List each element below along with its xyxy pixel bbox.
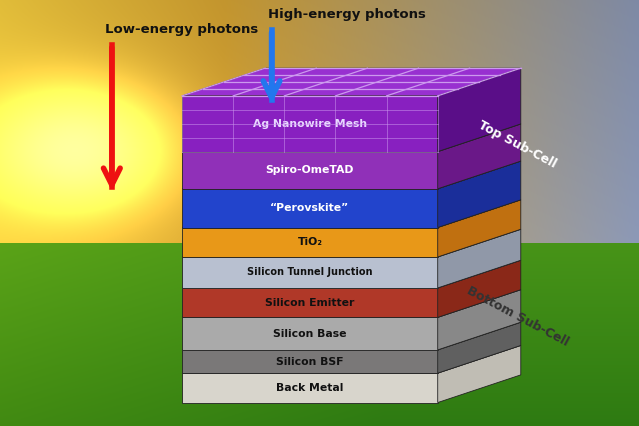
- Polygon shape: [182, 288, 438, 317]
- Text: Back Metal: Back Metal: [276, 383, 344, 393]
- Text: Top Sub-Cell: Top Sub-Cell: [476, 118, 559, 171]
- Text: Ag Nanowire Mesh: Ag Nanowire Mesh: [253, 119, 367, 129]
- Polygon shape: [182, 189, 438, 227]
- Polygon shape: [438, 345, 521, 403]
- Polygon shape: [438, 290, 521, 350]
- Text: TiO₂: TiO₂: [297, 237, 323, 247]
- Polygon shape: [182, 229, 521, 257]
- Polygon shape: [182, 227, 438, 257]
- Polygon shape: [182, 317, 438, 350]
- Polygon shape: [182, 350, 438, 373]
- Text: Silicon Tunnel Junction: Silicon Tunnel Junction: [247, 268, 373, 277]
- Text: “Perovskite”: “Perovskite”: [270, 203, 350, 213]
- Text: Low-energy photons: Low-energy photons: [105, 23, 259, 36]
- Polygon shape: [438, 124, 521, 189]
- Text: Silicon Base: Silicon Base: [273, 328, 347, 339]
- Text: Bottom Sub-Cell: Bottom Sub-Cell: [465, 285, 571, 349]
- Polygon shape: [182, 68, 521, 96]
- Polygon shape: [182, 152, 438, 189]
- Polygon shape: [438, 322, 521, 373]
- Polygon shape: [438, 68, 521, 152]
- Polygon shape: [182, 124, 521, 152]
- Text: High-energy photons: High-energy photons: [268, 8, 426, 21]
- Polygon shape: [182, 373, 438, 403]
- Polygon shape: [182, 257, 438, 288]
- Polygon shape: [182, 161, 521, 189]
- Polygon shape: [182, 322, 521, 350]
- Text: Spiro-OmeTAD: Spiro-OmeTAD: [266, 165, 354, 175]
- Polygon shape: [182, 96, 438, 152]
- Text: Silicon BSF: Silicon BSF: [276, 357, 344, 366]
- Polygon shape: [182, 345, 521, 373]
- Polygon shape: [182, 290, 521, 317]
- Text: Silicon Emitter: Silicon Emitter: [265, 298, 355, 308]
- Polygon shape: [438, 200, 521, 257]
- Polygon shape: [182, 260, 521, 288]
- Polygon shape: [438, 229, 521, 288]
- Polygon shape: [438, 260, 521, 317]
- Polygon shape: [438, 161, 521, 227]
- Polygon shape: [182, 200, 521, 227]
